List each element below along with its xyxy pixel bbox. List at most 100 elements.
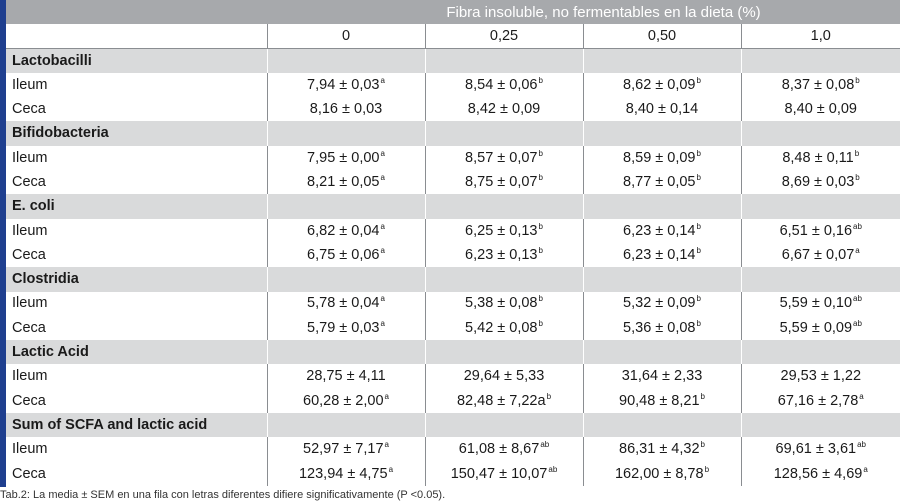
mean-sem-value: 28,75 ± 4,11 (306, 368, 386, 385)
significance-letter: ab (857, 440, 866, 450)
row-label: Ileum (6, 437, 267, 462)
significance-letter: b (538, 221, 543, 231)
group-filler-cell (582, 413, 741, 438)
level-header: 1,0 (740, 24, 900, 50)
value-cell: 82,48 ± 7,22ab (424, 388, 583, 414)
level-header: 0 (266, 24, 425, 50)
row-label: Ceca (6, 461, 267, 486)
value-cell: 6,23 ± 0,14b (582, 242, 741, 268)
significance-letter: b (696, 221, 701, 231)
value-cell: 8,40 ± 0,14 (582, 97, 741, 122)
mean-sem-value: 128,56 ± 4,69 (773, 465, 863, 482)
value-cell: 6,82 ± 0,04a (266, 218, 425, 243)
significance-letter: b (538, 148, 543, 158)
mean-sem-value: 8,59 ± 0,09 (623, 149, 696, 166)
mean-sem-value: 8,42 ± 0,09 (467, 101, 541, 118)
significance-letter: a (380, 294, 385, 304)
value-cell: 5,36 ± 0,08b (582, 315, 741, 341)
mean-sem-value: 8,54 ± 0,06 (465, 76, 538, 93)
mean-sem-value: 8,37 ± 0,08 (781, 76, 855, 93)
value-cell: 6,23 ± 0,13b (424, 242, 583, 268)
significance-letter: ab (540, 440, 550, 450)
group-filler-cell (582, 267, 741, 292)
significance-letter: b (855, 75, 860, 85)
group-filler-cell (424, 121, 583, 146)
significance-letter: a (855, 245, 860, 255)
mean-sem-value: 6,23 ± 0,14 (623, 222, 696, 239)
mean-sem-value: 60,28 ± 2,00 (303, 392, 384, 409)
table-row: Ileum 6,82 ± 0,04a 6,25 ± 0,13b 6,23 ± 0,14… (6, 218, 900, 243)
value-cell: 5,42 ± 0,08b (424, 315, 583, 341)
mean-sem-value: 8,48 ± 0,11 (782, 149, 854, 166)
mean-sem-value: 61,08 ± 8,67 (458, 441, 540, 458)
value-cell: 8,77 ± 0,05b (582, 170, 741, 195)
group-name: Lactobacilli (6, 48, 267, 73)
mean-sem-value: 5,32 ± 0,09 (623, 295, 696, 312)
mean-sem-value: 82,48 ± 7,22a (456, 392, 546, 409)
significance-letter: a (380, 75, 385, 85)
significance-letter: b (855, 172, 860, 182)
significance-letter: b (696, 75, 701, 85)
group-filler-cell (266, 121, 425, 146)
significance-letter: b (854, 148, 860, 158)
mean-sem-value: 8,77 ± 0,05 (623, 173, 696, 190)
group-filler-cell (424, 267, 583, 292)
significance-letter: a (380, 318, 385, 328)
group-name: E. coli (6, 194, 267, 219)
mean-sem-value: 8,62 ± 0,09 (623, 76, 696, 93)
value-cell: 8,59 ± 0,09b (582, 145, 741, 171)
group-filler-cell (266, 48, 425, 73)
significance-letter: b (696, 172, 701, 182)
table-row: Ceca 8,21 ± 0,05a 8,75 ± 0,07b 8,77 ± 0,05b… (6, 170, 900, 195)
group-filler-cell (740, 340, 900, 365)
row-label: Ileum (6, 364, 267, 389)
group-filler-cell (266, 413, 425, 438)
mean-sem-value: 162,00 ± 8,78 (614, 465, 704, 482)
significance-letter: b (700, 391, 705, 401)
significance-letter: a (380, 245, 385, 255)
significance-letter: b (696, 294, 701, 304)
mean-sem-value: 6,25 ± 0,13 (465, 222, 538, 239)
mean-sem-value: 6,23 ± 0,13 (465, 246, 538, 263)
mean-sem-value: 6,23 ± 0,14 (623, 246, 696, 263)
significance-letter: a (380, 221, 385, 231)
value-cell: 6,23 ± 0,14b (582, 218, 741, 243)
group-name: Bifidobacteria (6, 121, 267, 146)
group-filler-cell (582, 48, 741, 73)
value-cell: 69,61 ± 3,61ab (740, 437, 900, 462)
mean-sem-value: 8,16 ± 0,03 (309, 101, 383, 118)
group-name: Sum of SCFA and lactic acid (6, 413, 267, 438)
mean-sem-value: 90,48 ± 8,21 (619, 392, 700, 409)
header-empty-cell (6, 24, 267, 50)
significance-letter: a (859, 391, 864, 401)
value-cell: 67,16 ± 2,78a (740, 388, 900, 414)
significance-letter: b (704, 464, 710, 474)
table-caption: Tab.2: La media ± SEM en una fila con le… (0, 489, 446, 501)
row-label: Ceca (6, 388, 267, 414)
row-label: Ileum (6, 218, 267, 243)
significance-letter: a (388, 464, 394, 474)
group-filler-cell (582, 340, 741, 365)
significance-letter: b (700, 440, 705, 450)
value-cell: 86,31 ± 4,32b (582, 437, 741, 462)
value-cell: 29,53 ± 1,22 (740, 364, 900, 389)
significance-letter: a (380, 148, 385, 158)
significance-letter: b (538, 294, 543, 304)
value-cell: 6,67 ± 0,07a (740, 242, 900, 268)
group-filler-cell (740, 48, 900, 73)
group-row: E. coli (6, 194, 900, 219)
value-cell: 8,16 ± 0,03 (266, 97, 425, 122)
mean-sem-value: 86,31 ± 4,32 (619, 441, 700, 458)
group-filler-cell (582, 194, 741, 219)
group-filler-cell (740, 267, 900, 292)
value-cell: 6,25 ± 0,13b (424, 218, 583, 243)
value-cell: 6,51 ± 0,16ab (740, 218, 900, 243)
mean-sem-value: 8,57 ± 0,07 (465, 149, 538, 166)
value-cell: 8,48 ± 0,11b (740, 145, 900, 171)
mean-sem-value: 150,47 ± 10,07 (450, 465, 548, 482)
mean-sem-value: 5,78 ± 0,04 (307, 295, 380, 312)
significance-letter: ab (853, 221, 862, 231)
value-cell: 5,78 ± 0,04a (266, 291, 425, 316)
row-label: Ileum (6, 145, 267, 171)
mean-sem-value: 67,16 ± 2,78 (777, 392, 859, 409)
